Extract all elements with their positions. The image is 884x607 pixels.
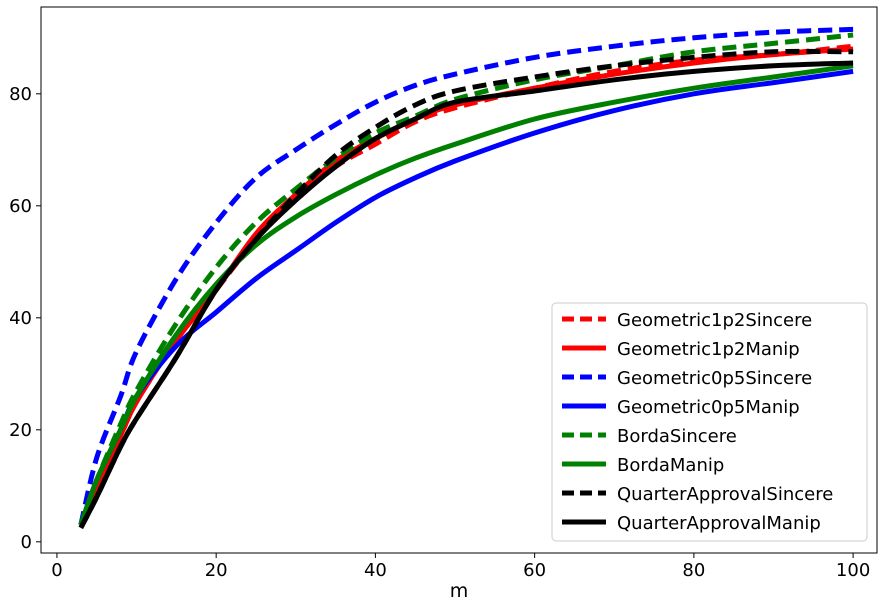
x-tick-label: 40 xyxy=(364,560,387,581)
series-line-BordaManip xyxy=(78,63,854,526)
x-axis-label: m xyxy=(450,580,469,602)
x-axis: 0 20 40 60 80 100 xyxy=(51,553,870,581)
legend-label: Geometric1p2Sincere xyxy=(617,310,812,331)
legend: Geometric1p2Sincere Geometric1p2Manip Geom… xyxy=(551,302,868,542)
y-tick-label: 20 xyxy=(9,420,32,441)
legend-label: QuarterApprovalSincere xyxy=(617,484,833,505)
legend-label: Geometric0p5Sincere xyxy=(617,368,812,389)
x-tick-label: 100 xyxy=(836,560,870,581)
series-line-Geometric0p5Sincere xyxy=(78,26,854,526)
series-group xyxy=(78,26,854,529)
legend-label: BordaManip xyxy=(617,455,724,476)
legend-label: Geometric0p5Manip xyxy=(617,397,800,418)
legend-box xyxy=(551,302,868,542)
series-line-QuarterApprovalManip xyxy=(78,60,854,529)
y-tick-label: 40 xyxy=(9,308,32,329)
x-tick-label: 20 xyxy=(205,560,228,581)
series-line-Geometric1p2Manip xyxy=(78,46,854,526)
y-tick-label: 0 xyxy=(21,532,32,553)
legend-label: Geometric1p2Manip xyxy=(617,339,800,360)
plot-frame xyxy=(40,6,878,554)
legend-label: BordaSincere xyxy=(617,426,737,447)
y-tick-label: 60 xyxy=(9,196,32,217)
legend-label: QuarterApprovalManip xyxy=(617,513,821,534)
x-tick-label: 60 xyxy=(523,560,546,581)
y-tick-label: 80 xyxy=(9,84,32,105)
x-tick-label: 80 xyxy=(682,560,705,581)
x-tick-label: 0 xyxy=(51,560,62,581)
y-axis: 0 20 40 60 80 xyxy=(9,84,41,553)
